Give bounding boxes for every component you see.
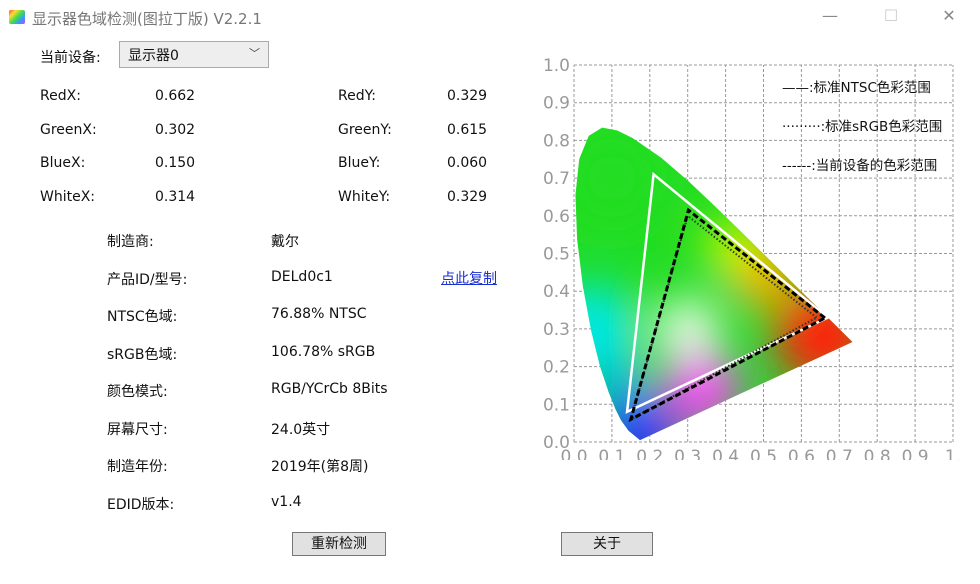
info-label: sRGB色域: [107, 346, 178, 363]
device-select[interactable]: 显示器0 ﹀ [119, 41, 269, 68]
x-tick-label: 0.8 [864, 447, 891, 460]
y-tick-label: 0.9 [543, 94, 570, 114]
redetect-button[interactable]: 重新检测 [292, 532, 386, 556]
y-tick-label: 0.8 [543, 131, 570, 151]
y-tick-label: 0.5 [543, 245, 570, 265]
maximize-button[interactable]: ☐ [883, 6, 899, 25]
device-label: 当前设备: [40, 50, 101, 66]
about-button[interactable]: 关于 [561, 532, 653, 556]
info-value: DELd0c1 [271, 268, 333, 285]
color-blob [594, 360, 645, 411]
coord-value2: 0.615 [447, 121, 488, 138]
y-tick-label: 0.4 [543, 282, 570, 302]
info-value: 76.88% NTSC [271, 306, 367, 322]
x-tick-label: 0.7 [826, 447, 853, 460]
legend-entry: ·········:标准sRGB色彩范围 [782, 118, 942, 135]
x-tick-label: 0.3 [674, 447, 701, 460]
close-button[interactable]: ✕ [942, 6, 956, 25]
x-tick-label: 0.2 [636, 447, 663, 460]
coord-value2: 0.060 [447, 155, 488, 171]
color-gamut-fill [575, 127, 853, 441]
x-tick-label: 0.4 [712, 447, 739, 460]
info-label: NTSC色域: [107, 309, 178, 325]
coord-value2: 0.329 [447, 88, 488, 104]
coord-value: 0.302 [155, 121, 196, 138]
coord-label: RedX: [40, 88, 81, 104]
legend-entry: ——:标准NTSC色彩范围 [782, 79, 931, 96]
y-tick-label: 0.6 [543, 207, 570, 227]
x-tick-label: 0.5 [750, 447, 777, 460]
info-value: 24.0英寸 [271, 421, 331, 438]
color-blob [575, 128, 662, 229]
info-label: 颜色模式: [107, 384, 168, 400]
copy-link[interactable]: 点此复制 [441, 271, 497, 287]
chevron-down-icon: ﹀ [249, 47, 260, 60]
gamut-triangle-dashed [628, 207, 828, 423]
info-value: 2019年(第8周) [271, 459, 369, 475]
coord-label2: WhiteY: [338, 188, 391, 205]
x-tick-label: 0.1 [598, 447, 625, 460]
coord-value: 0.314 [155, 188, 196, 205]
info-value: 106.78% sRGB [271, 343, 376, 360]
coord-label2: RedY: [338, 88, 377, 104]
cie-chart: ——:标准NTSC色彩范围 ·········:标准sRGB色彩范围 ------:… [543, 56, 961, 460]
info-value: 戴尔 [271, 234, 299, 250]
coord-label2: BlueY: [338, 155, 381, 171]
device-select-value: 显示器0 [128, 48, 179, 64]
y-tick-label: 0.7 [543, 169, 570, 189]
window-title: 显示器色域检测(图拉丁版) V2.2.1 [32, 10, 262, 28]
y-tick-label: 0.1 [543, 395, 570, 415]
info-value: v1.4 [271, 493, 302, 510]
coord-label: GreenX: [40, 121, 97, 138]
coord-label: BlueX: [40, 155, 86, 171]
color-blob [598, 394, 679, 441]
x-tick-label: 0.6 [788, 447, 815, 460]
gamut-triangle-dotted [629, 214, 819, 422]
y-tick-label: 1.0 [543, 56, 570, 76]
legend-entry: ------:当前设备的色彩范围 [782, 157, 937, 174]
coord-label: WhiteX: [40, 188, 96, 205]
x-tick-label: 0.0 [560, 447, 587, 460]
coord-label2: GreenY: [338, 121, 392, 138]
info-value: RGB/YCrCb 8Bits [271, 381, 388, 397]
coord-value2: 0.329 [447, 188, 488, 205]
coord-value: 0.662 [155, 88, 196, 104]
info-label: 屏幕尺寸: [107, 421, 168, 438]
color-blob [708, 220, 759, 271]
app-icon [9, 10, 25, 24]
info-label: 制造商: [107, 234, 154, 250]
coord-value: 0.150 [155, 155, 196, 171]
color-blob [657, 298, 718, 359]
color-blob [575, 283, 638, 374]
info-label: 产品ID/型号: [107, 271, 188, 288]
y-tick-label: 0.0 [543, 433, 570, 453]
y-tick-label: 0.2 [543, 358, 570, 378]
info-label: 制造年份: [107, 459, 168, 475]
x-tick-label: 1. [945, 447, 961, 460]
minimize-button[interactable]: — [822, 6, 838, 25]
info-label: EDID版本: [107, 496, 175, 513]
y-tick-label: 0.3 [543, 320, 570, 340]
x-tick-label: 0.9 [902, 447, 929, 460]
gamut-triangle-solid [625, 171, 831, 414]
